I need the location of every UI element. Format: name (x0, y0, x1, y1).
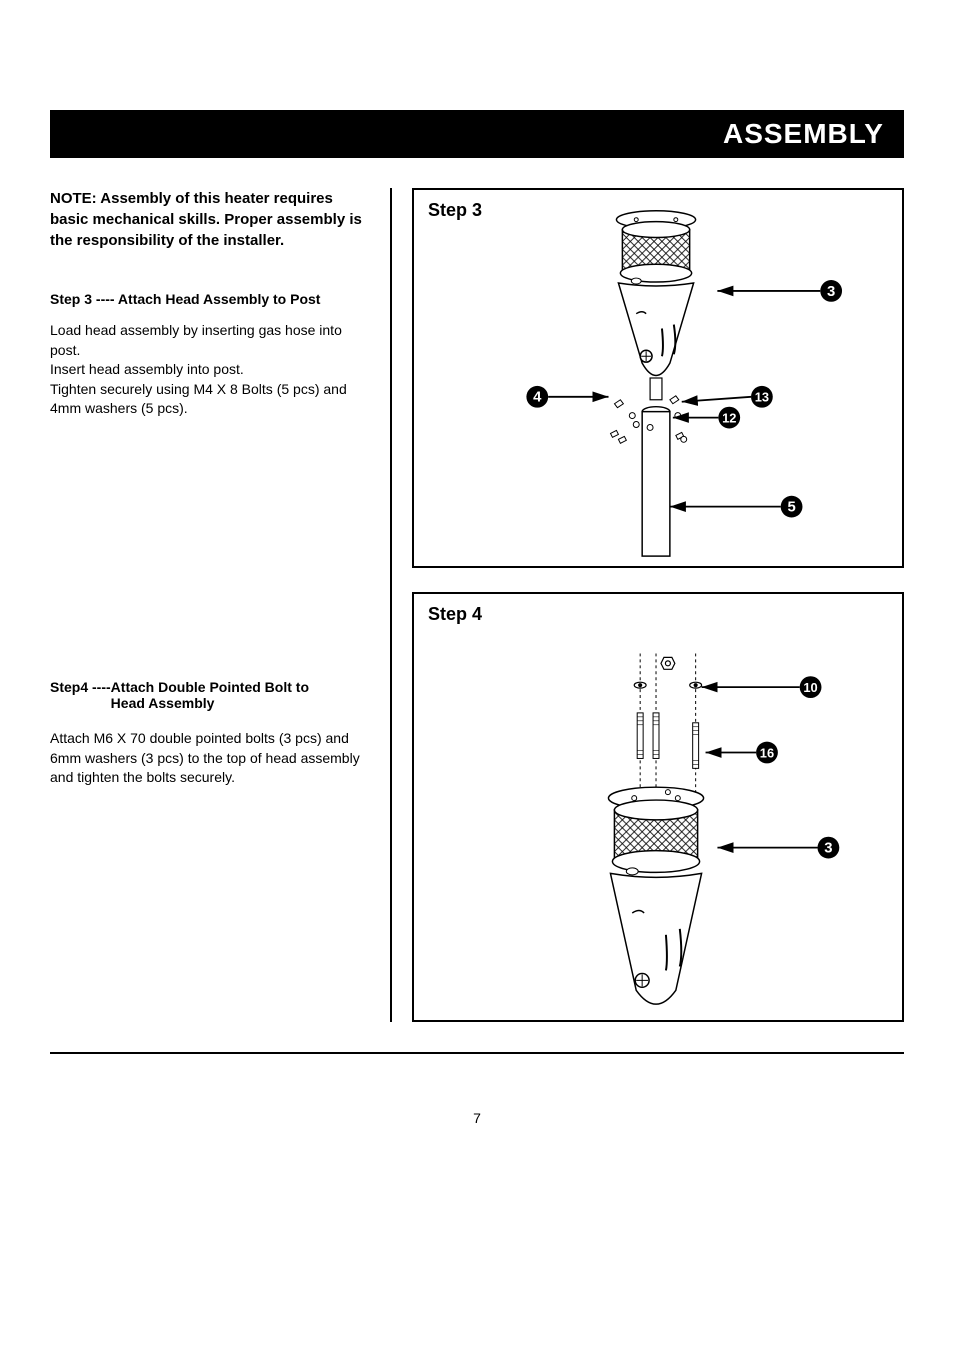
right-column: Step 3 (412, 188, 904, 1022)
step3-diagram: 3 4 13 12 5 (414, 190, 902, 566)
step4-title-suffix: Attach Double Pointed Bolt to Head Assem… (111, 679, 309, 711)
step4-body: Attach M6 X 70 double pointed bolts (3 p… (50, 729, 370, 788)
step3-figure: Step 3 (412, 188, 904, 568)
callout-12-text: 12 (722, 411, 736, 426)
left-column: NOTE: Assembly of this heater requires b… (50, 188, 390, 1022)
callout-5-text: 5 (787, 500, 795, 516)
callout-3-text: 3 (827, 284, 835, 300)
step3-body-line3: Tighten securely using M4 X 8 Bolts (5 p… (50, 380, 370, 419)
callout-13-text: 13 (755, 390, 769, 405)
step3-figure-label: Step 3 (428, 200, 482, 221)
callout-10-text: 10 (803, 680, 817, 695)
callout-3b-text: 3 (824, 841, 832, 857)
page: ASSEMBLY NOTE: Assembly of this heater r… (0, 110, 954, 1345)
step4-figure-label: Step 4 (428, 604, 482, 625)
step4-title-line1: Attach Double Pointed Bolt to (111, 679, 309, 695)
step4-figure: Step 4 (412, 592, 904, 1022)
step4-diagram: 10 16 3 (414, 594, 902, 1020)
step3-section: Step 3 ---- Attach Head Assembly to Post… (50, 291, 370, 419)
content-row: NOTE: Assembly of this heater requires b… (50, 188, 904, 1022)
step4-title-prefix: Step4 ---- (50, 679, 111, 711)
step3-body-line2: Insert head assembly into post. (50, 360, 370, 380)
header-title: ASSEMBLY (723, 118, 884, 150)
step4-section: Step4 ---- Attach Double Pointed Bolt to… (50, 679, 370, 788)
callout-16-text: 16 (760, 745, 774, 760)
footer-rule (50, 1052, 904, 1054)
step4-title-line2: Head Assembly (111, 695, 215, 711)
page-number: 7 (0, 1110, 954, 1126)
step3-title: Step 3 ---- Attach Head Assembly to Post (50, 291, 370, 307)
assembly-note: NOTE: Assembly of this heater requires b… (50, 188, 370, 251)
callout-4-text: 4 (533, 390, 542, 406)
step4-title: Step4 ---- Attach Double Pointed Bolt to… (50, 679, 370, 711)
header-band: ASSEMBLY (50, 110, 904, 158)
column-divider (390, 188, 392, 1022)
step3-body-line1: Load head assembly by inserting gas hose… (50, 321, 370, 360)
